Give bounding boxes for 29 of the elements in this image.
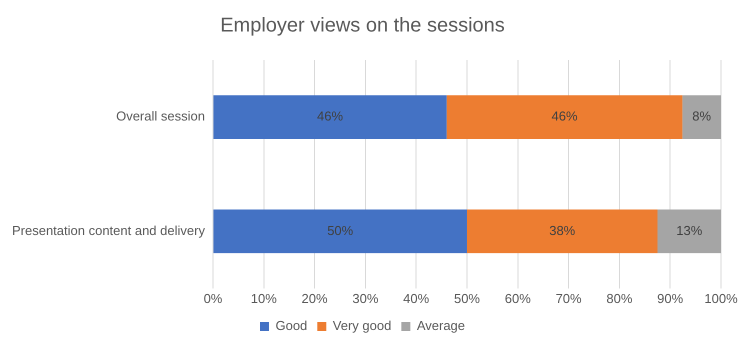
x-tick-label: 0% [204,290,223,306]
data-label: 8% [692,108,712,124]
x-tick-label: 100% [704,290,738,306]
x-tick-label: 10% [250,290,278,306]
bar [213,209,467,254]
x-tick-label: 40% [403,290,430,306]
chart-title: Employer views on the sessions [220,14,505,37]
y-tick-label: Overall session [116,108,205,124]
x-tick-label: 50% [454,290,480,306]
data-label: 38% [549,222,576,238]
data-label: 46% [552,108,578,124]
data-label: 46% [317,108,344,124]
data-label: 50% [327,222,354,238]
x-tick-label: 30% [352,290,379,306]
bar [213,95,447,139]
y-tick-label: Presentation content and delivery [12,222,206,238]
x-tick-label: 80% [606,290,633,306]
legend-label: Average [416,318,466,334]
bar [657,209,721,254]
bar [466,209,658,254]
x-tick-label: 60% [504,290,532,306]
x-tick-label: 70% [556,290,582,306]
legend-label: Good [275,318,308,334]
bar [446,95,682,139]
x-tick-label: 90% [657,290,684,306]
data-label: 13% [676,222,703,238]
bar [682,95,721,139]
x-tick-label: 20% [302,290,328,306]
legend-label: Very good [332,318,392,334]
